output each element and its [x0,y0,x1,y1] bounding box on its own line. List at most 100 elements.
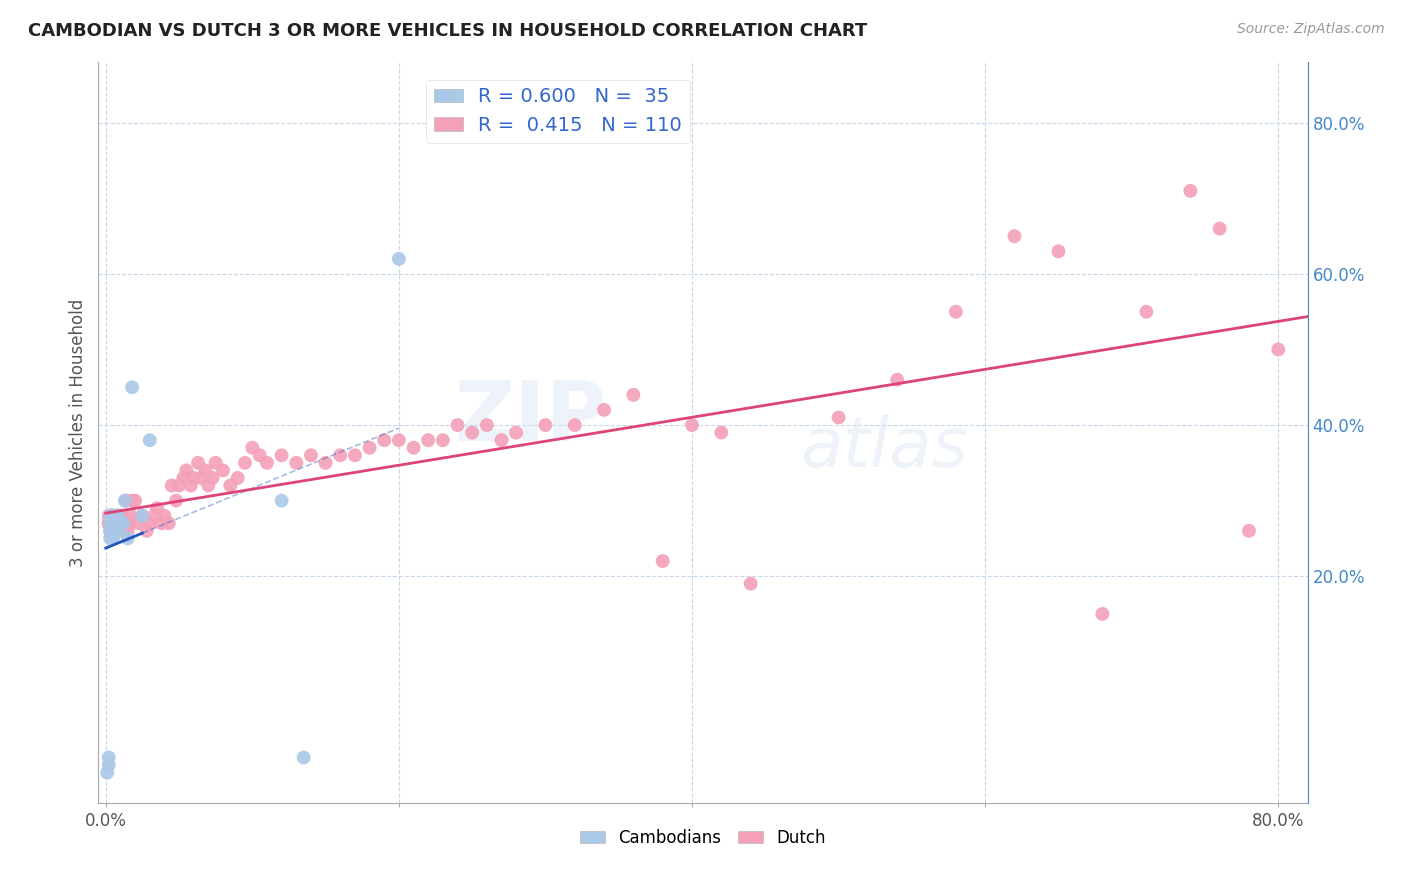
Point [112,524,135,538]
Point [194,463,217,477]
Point [103,524,125,538]
Point [388,252,411,266]
Point [98,516,121,531]
Point [108,516,131,531]
Point [100,508,122,523]
Point [98,508,121,523]
Point [107,508,129,523]
Legend: Cambodians, Dutch: Cambodians, Dutch [574,822,832,854]
Point [100,516,122,531]
Point [101,516,124,531]
Point [740,576,762,591]
Point [270,493,292,508]
Point [315,456,337,470]
Point [270,448,292,462]
Point [112,516,135,531]
Point [1267,343,1289,357]
Y-axis label: 3 or more Vehicles in Household: 3 or more Vehicles in Household [69,299,87,566]
Text: atlas: atlas [800,414,967,481]
Point [165,493,187,508]
Point [105,516,128,531]
Point [1135,304,1157,318]
Point [98,516,121,531]
Point [117,524,139,538]
Point [233,456,256,470]
Point [359,441,381,455]
Point [564,418,586,433]
Point [100,516,122,531]
Point [97,516,120,531]
Point [107,508,129,523]
Point [138,516,160,531]
Text: Source: ZipAtlas.com: Source: ZipAtlas.com [1237,22,1385,37]
Point [105,508,128,523]
Point [418,433,440,447]
Point [226,471,249,485]
Point [143,508,166,523]
Point [103,516,125,531]
Point [157,516,180,531]
Point [103,516,125,531]
Point [388,433,411,447]
Point [98,508,121,523]
Point [1208,221,1230,235]
Point [651,554,673,568]
Point [100,516,122,531]
Point [110,508,132,523]
Point [219,478,242,492]
Point [138,433,160,447]
Point [110,516,132,531]
Point [491,433,513,447]
Point [97,750,120,764]
Point [329,448,352,462]
Point [153,508,176,523]
Point [107,516,129,531]
Point [710,425,733,440]
Point [249,448,271,462]
Point [101,524,124,538]
Point [111,508,134,523]
Point [105,516,128,531]
Point [121,380,143,394]
Point [114,493,136,508]
Point [593,403,616,417]
Point [432,433,454,447]
Point [107,508,129,523]
Point [100,516,122,531]
Point [146,501,169,516]
Point [505,425,527,440]
Point [98,516,121,531]
Point [373,433,395,447]
Point [105,508,128,523]
Point [98,524,121,538]
Point [131,508,153,523]
Point [100,508,122,523]
Point [183,471,205,485]
Point [1180,184,1202,198]
Point [256,456,278,470]
Point [103,524,125,538]
Point [292,750,315,764]
Point [103,508,125,523]
Point [534,418,557,433]
Point [945,304,967,318]
Point [204,456,226,470]
Point [681,418,703,433]
Point [101,508,124,523]
Point [131,508,153,523]
Point [100,532,122,546]
Point [343,448,366,462]
Point [1004,229,1026,244]
Text: ZIP: ZIP [454,377,606,458]
Point [240,441,263,455]
Point [98,532,121,546]
Point [475,418,498,433]
Point [827,410,849,425]
Point [1091,607,1114,621]
Point [101,516,124,531]
Point [124,493,146,508]
Point [187,456,209,470]
Point [101,508,124,523]
Point [101,516,124,531]
Point [172,471,194,485]
